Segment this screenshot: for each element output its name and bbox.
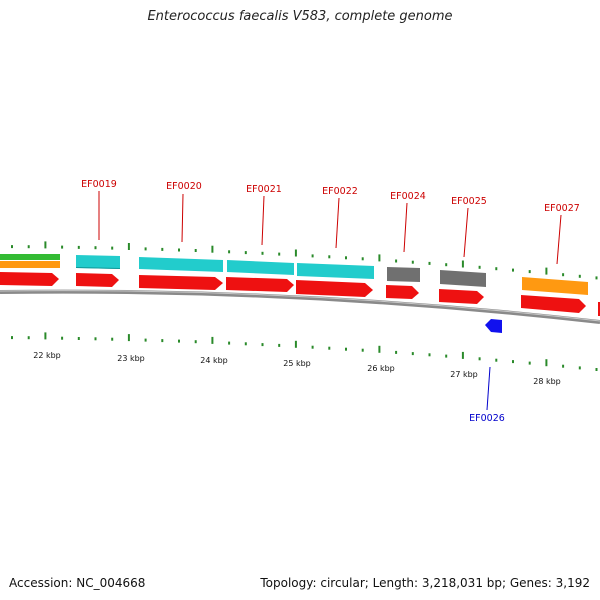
gene-leaders (98, 191, 562, 411)
genome-summary-text: Topology: circular; Length: 3,218,031 bp… (260, 576, 590, 590)
gene-label-ef0019: EF0019 (81, 179, 117, 190)
cyan-track-shadow (76, 267, 120, 269)
ef0026-marker (485, 319, 502, 333)
gray-track (387, 267, 486, 287)
kbp-label-25: 25 kbp (283, 359, 311, 368)
gene-label-ef0025: EF0025 (451, 196, 487, 207)
orange-gene (522, 277, 588, 295)
genome-backbone (0, 289, 600, 324)
kbp-label-27: 27 kbp (450, 370, 478, 379)
track-green-partial (0, 254, 60, 260)
gene-label-ef0026: EF0026 (469, 413, 505, 424)
accession-text: Accession: NC_004668 (9, 576, 146, 590)
cyan-track (76, 255, 374, 279)
kbp-label-23: 23 kbp (117, 354, 145, 363)
lower-ticks (11, 332, 598, 371)
gene-label-ef0022: EF0022 (322, 186, 358, 197)
upper-ticks (11, 241, 598, 280)
map-title: Enterococcus faecalis V583, complete gen… (147, 9, 453, 24)
gene-label-ef0021: EF0021 (246, 184, 282, 195)
cds-forward-track (0, 272, 600, 316)
track-orange-partial (0, 261, 60, 268)
kbp-label-26: 26 kbp (367, 364, 395, 373)
gene-label-ef0024: EF0024 (390, 191, 426, 202)
kbp-label-24: 24 kbp (200, 356, 228, 365)
gene-label-ef0020: EF0020 (166, 181, 202, 192)
gene-label-ef0027: EF0027 (544, 203, 580, 214)
kbp-label-28: 28 kbp (533, 377, 561, 386)
kbp-label-22: 22 kbp (33, 351, 61, 360)
